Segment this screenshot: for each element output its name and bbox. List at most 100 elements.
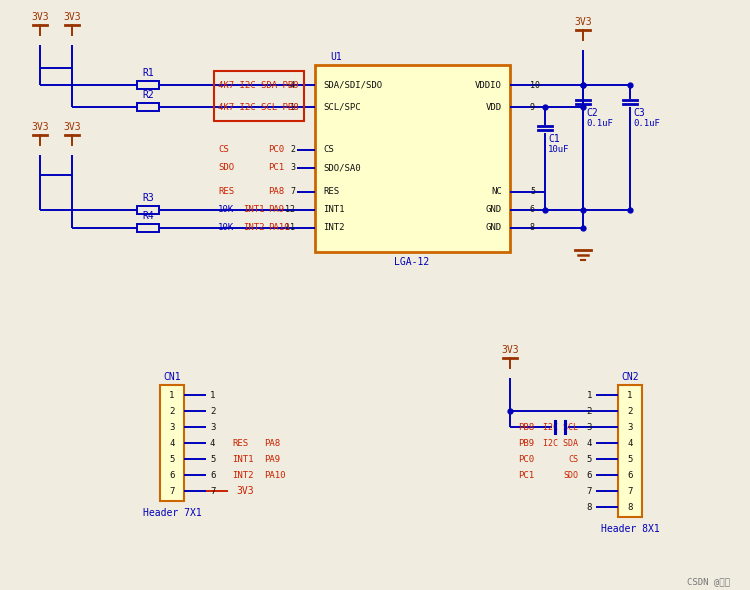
Text: R4: R4	[142, 211, 154, 221]
Text: INT2: INT2	[243, 224, 265, 232]
Bar	[137, 81, 159, 89]
Text: INT1: INT1	[323, 205, 344, 215]
Text: 3: 3	[170, 422, 175, 431]
Text: I2C SDA: I2C SDA	[543, 438, 578, 447]
Bar	[160, 385, 184, 501]
Text: 6: 6	[530, 205, 535, 215]
Text: C1: C1	[548, 134, 560, 144]
Text: 5: 5	[586, 454, 592, 464]
Text: 4K7 I2C SDA PB9: 4K7 I2C SDA PB9	[218, 80, 298, 90]
Text: PA8: PA8	[264, 438, 280, 447]
Text: CS: CS	[568, 454, 578, 464]
Text: 11: 11	[285, 224, 295, 232]
Text: SDO: SDO	[563, 470, 578, 480]
Text: 3: 3	[210, 422, 215, 431]
Text: PB9: PB9	[518, 438, 534, 447]
Bar	[315, 65, 510, 252]
Text: 6: 6	[170, 470, 175, 480]
Text: C2: C2	[586, 108, 598, 118]
Bar	[618, 385, 642, 517]
Text: GND: GND	[486, 205, 502, 215]
Text: RES: RES	[232, 438, 248, 447]
Text: CS: CS	[218, 146, 229, 155]
Text: 1: 1	[170, 391, 175, 399]
Text: 10uF: 10uF	[548, 146, 569, 155]
Text: 7: 7	[210, 487, 215, 496]
Text: INT1: INT1	[243, 205, 265, 215]
Text: 4: 4	[290, 80, 295, 90]
Text: 3: 3	[586, 422, 592, 431]
Text: CS: CS	[323, 146, 334, 155]
Text: 1: 1	[627, 391, 633, 399]
Text: 3V3: 3V3	[574, 17, 592, 27]
Text: R3: R3	[142, 193, 154, 203]
Bar	[137, 103, 159, 111]
Text: PA10: PA10	[264, 470, 286, 480]
Text: 10: 10	[530, 80, 540, 90]
Text: NC: NC	[491, 188, 502, 196]
Text: 3V3: 3V3	[501, 345, 519, 355]
Text: 3V3: 3V3	[236, 486, 254, 496]
Text: 4: 4	[210, 438, 215, 447]
Text: 8: 8	[530, 224, 535, 232]
Text: 2: 2	[627, 407, 633, 415]
Text: 4: 4	[627, 438, 633, 447]
Text: PC0: PC0	[518, 454, 534, 464]
Text: 2: 2	[210, 407, 215, 415]
Bar	[214, 71, 304, 121]
Text: PA8: PA8	[268, 188, 284, 196]
Text: 2: 2	[170, 407, 175, 415]
Text: LGA-12: LGA-12	[394, 257, 430, 267]
Text: 7: 7	[586, 487, 592, 496]
Text: PC1: PC1	[268, 163, 284, 172]
Text: 4: 4	[170, 438, 175, 447]
Text: 8: 8	[586, 503, 592, 512]
Text: PC0: PC0	[268, 146, 284, 155]
Text: 4K7 I2C SCL PB8: 4K7 I2C SCL PB8	[218, 103, 298, 112]
Text: SCL/SPC: SCL/SPC	[323, 103, 361, 112]
Text: CN1: CN1	[164, 372, 181, 382]
Text: U1: U1	[330, 52, 342, 62]
Text: 3V3: 3V3	[63, 12, 81, 22]
Text: GND: GND	[486, 224, 502, 232]
Text: 0.1uF: 0.1uF	[586, 120, 613, 129]
Text: 3V3: 3V3	[63, 122, 81, 132]
Text: 7: 7	[170, 487, 175, 496]
Text: 10K: 10K	[218, 205, 234, 215]
Text: 5: 5	[530, 188, 535, 196]
Bar	[137, 224, 159, 232]
Text: 9: 9	[530, 103, 535, 112]
Text: PB8: PB8	[518, 422, 534, 431]
Text: C3: C3	[633, 108, 645, 118]
Text: 3V3: 3V3	[32, 122, 49, 132]
Text: 7: 7	[627, 487, 633, 496]
Text: I2C SCL: I2C SCL	[543, 422, 578, 431]
Text: 7: 7	[290, 188, 295, 196]
Text: CN2: CN2	[621, 372, 639, 382]
Text: PC1: PC1	[518, 470, 534, 480]
Text: 0.1uF: 0.1uF	[633, 120, 660, 129]
Text: INT2: INT2	[323, 224, 344, 232]
Bar	[137, 206, 159, 214]
Text: PA9: PA9	[264, 454, 280, 464]
Text: 5: 5	[627, 454, 633, 464]
Text: SDO/SA0: SDO/SA0	[323, 163, 361, 172]
Text: 5: 5	[210, 454, 215, 464]
Text: 3: 3	[290, 163, 295, 172]
Text: CSDN @记贴: CSDN @记贴	[687, 578, 730, 586]
Text: Header 7X1: Header 7X1	[142, 508, 201, 518]
Text: VDDIO: VDDIO	[476, 80, 502, 90]
Text: 12: 12	[285, 205, 295, 215]
Text: PA10: PA10	[268, 224, 290, 232]
Text: SDO: SDO	[218, 163, 234, 172]
Text: INT2: INT2	[232, 470, 254, 480]
Text: 8: 8	[627, 503, 633, 512]
Text: R2: R2	[142, 90, 154, 100]
Text: RES: RES	[323, 188, 339, 196]
Text: RES: RES	[218, 188, 234, 196]
Text: 4: 4	[586, 438, 592, 447]
Text: SDA/SDI/SDO: SDA/SDI/SDO	[323, 80, 382, 90]
Text: 6: 6	[210, 470, 215, 480]
Text: 1: 1	[586, 391, 592, 399]
Text: 2: 2	[586, 407, 592, 415]
